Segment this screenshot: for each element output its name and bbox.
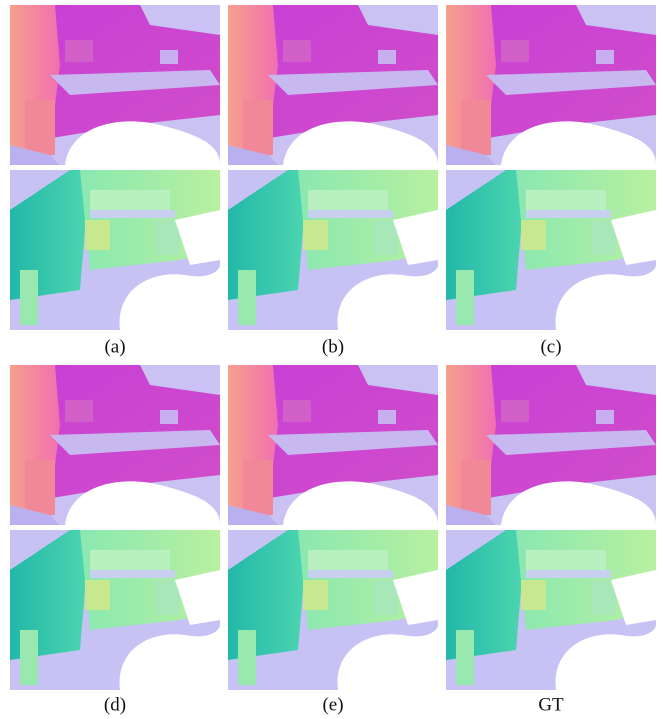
figure: (a) (b) (c) (d) (e) GT [0, 0, 663, 719]
normal-map [228, 5, 438, 165]
normal-map [446, 170, 656, 330]
normal-map [228, 170, 438, 330]
normal-map [10, 530, 220, 690]
caption: (b) [322, 336, 344, 357]
caption: GT [538, 694, 564, 715]
normal-map [446, 530, 656, 690]
caption: (e) [322, 694, 343, 715]
normal-map [446, 365, 656, 525]
normal-map [228, 530, 438, 690]
caption: (d) [104, 694, 126, 715]
caption: (a) [104, 336, 125, 357]
normal-map [10, 170, 220, 330]
normal-map [10, 5, 220, 165]
normal-map [228, 365, 438, 525]
caption: (c) [540, 336, 561, 357]
normal-map [446, 5, 656, 165]
normal-map [10, 365, 220, 525]
